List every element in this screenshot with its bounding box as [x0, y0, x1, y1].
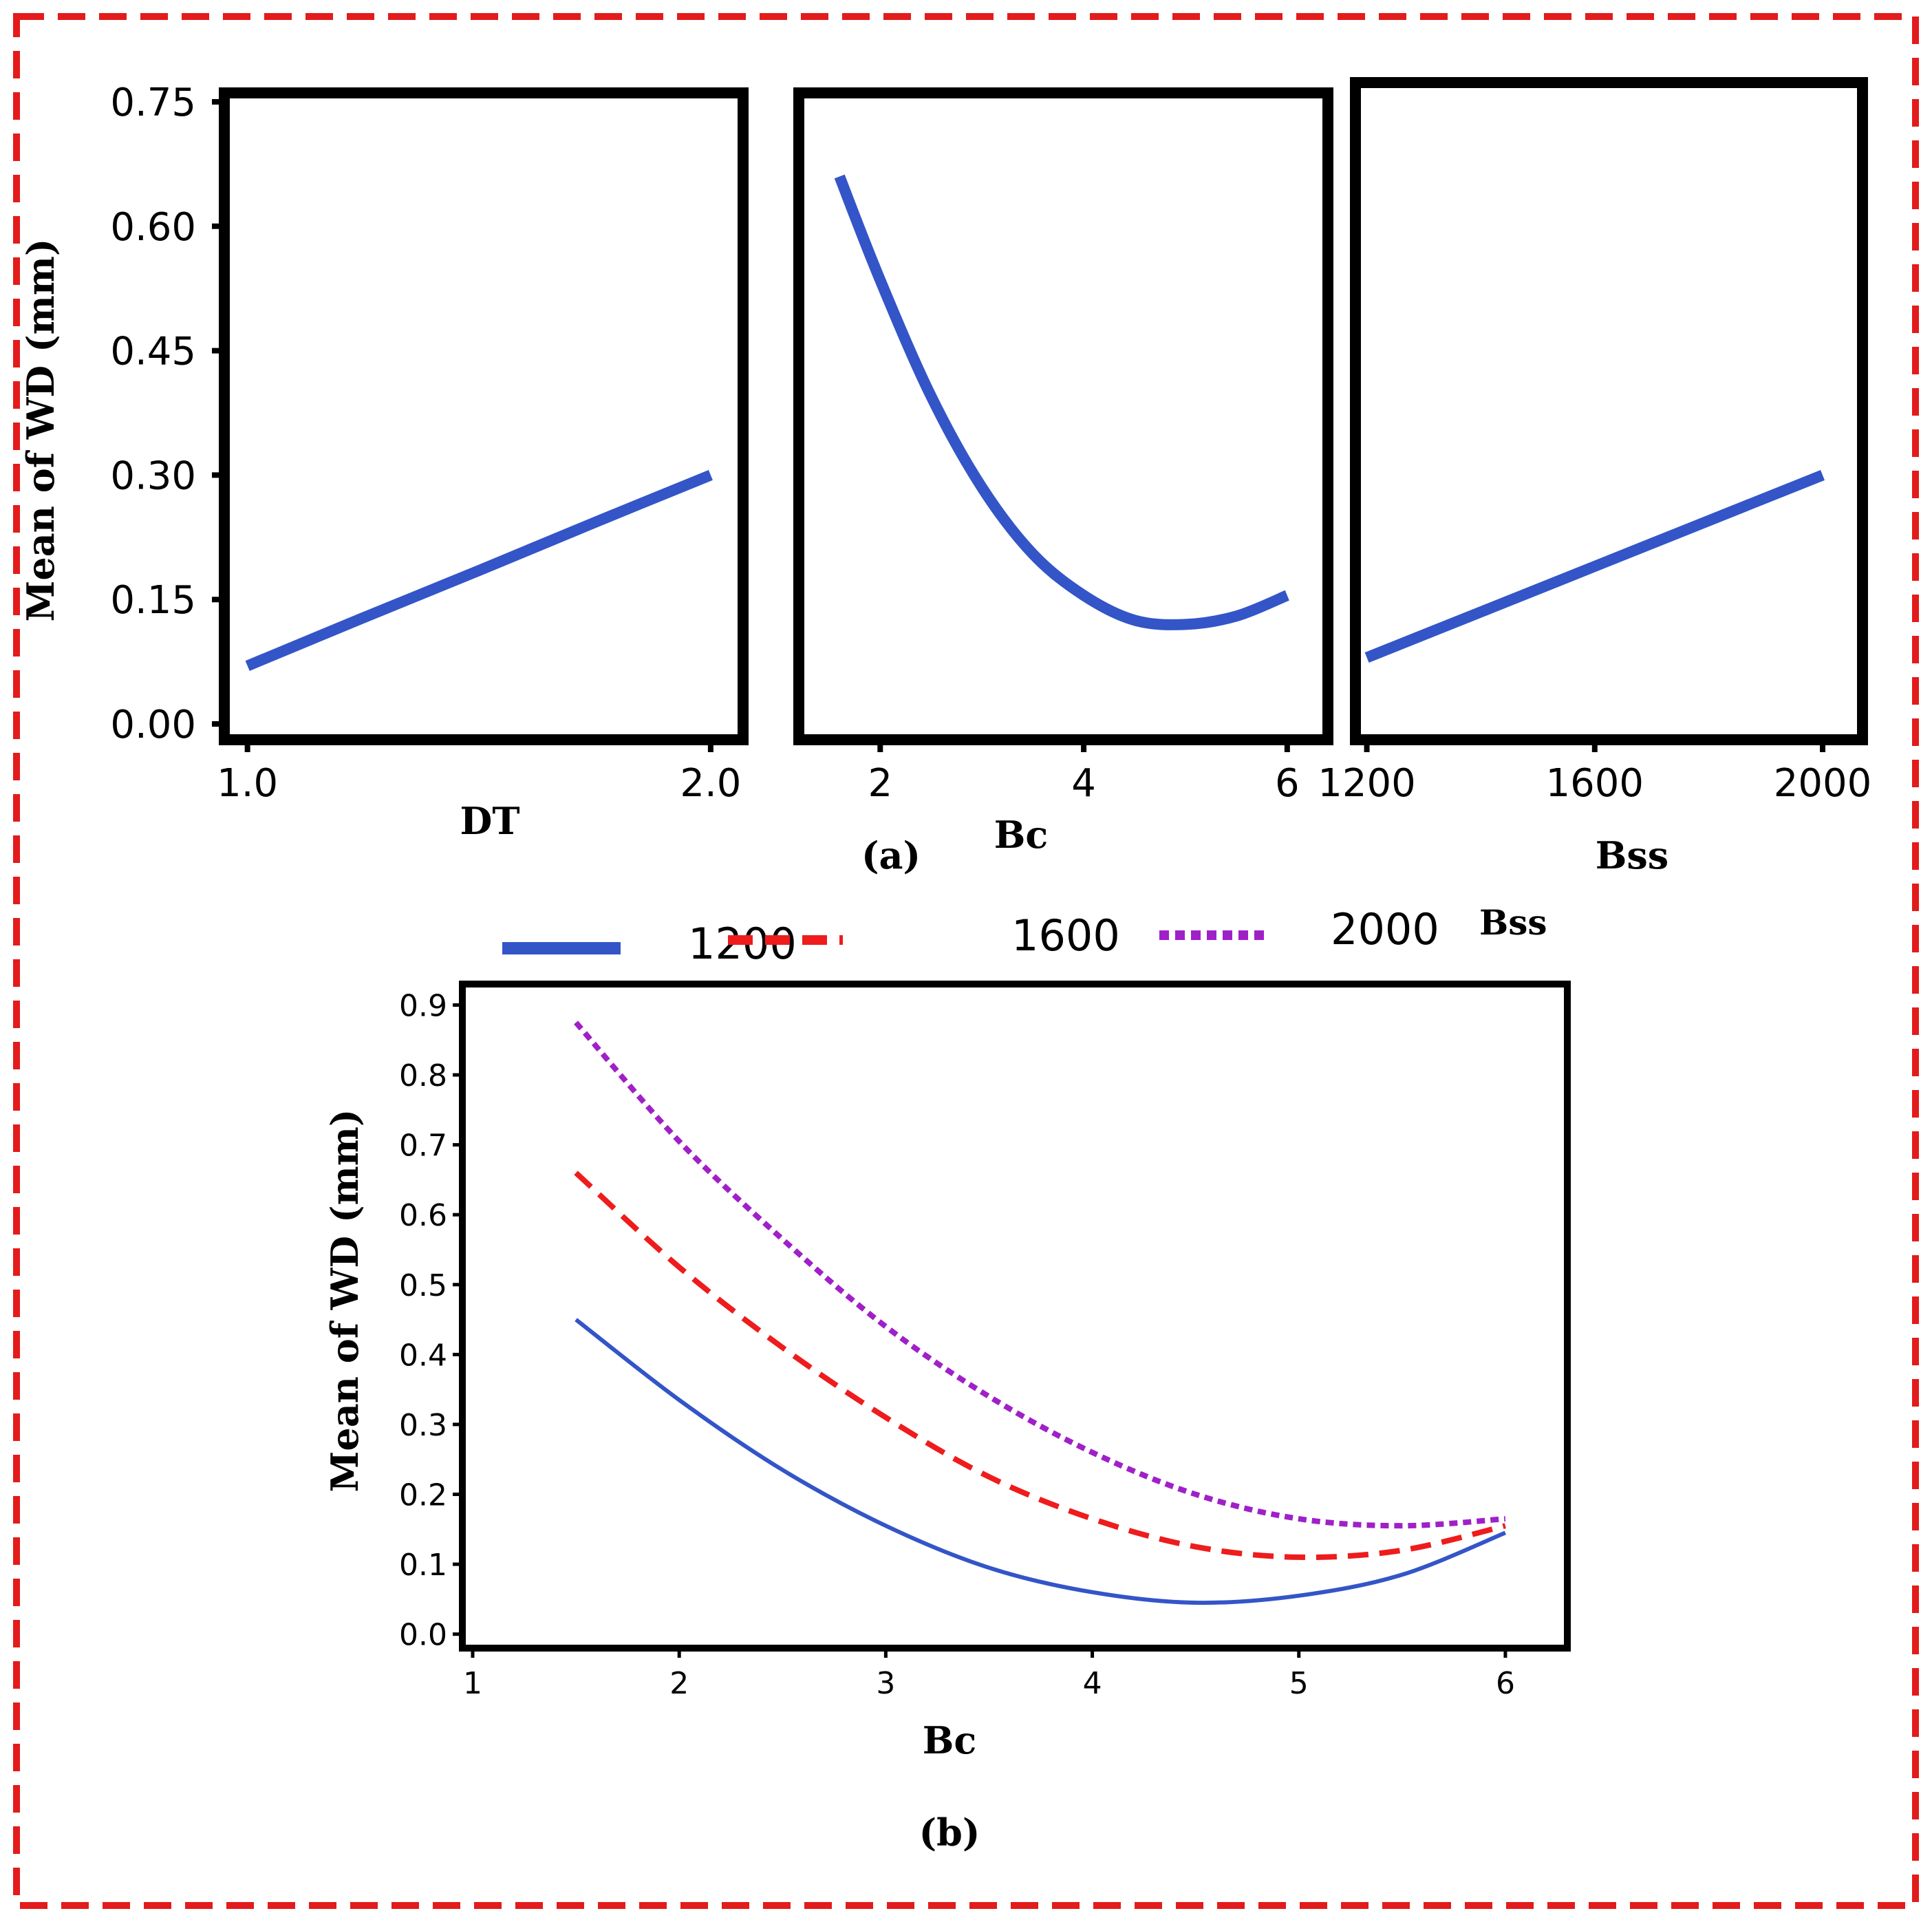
- subplot-dt-line: [245, 469, 713, 671]
- panel-a-y-tick-label: 0.15: [110, 578, 196, 623]
- x-tick-label: 2000: [1774, 761, 1872, 806]
- legend: 1200 1600 2000 Bss: [502, 902, 1547, 969]
- subplot-dt-frame: [219, 87, 749, 745]
- panel-b-y-tick-label: 0.5: [399, 1268, 447, 1303]
- series-line-2000: [574, 1021, 1506, 1529]
- subplot-dt: 1.0 2.0 DT: [217, 87, 749, 843]
- panel-b-x-axis-label: Bc: [923, 1718, 977, 1762]
- subplot-bc-line: [834, 174, 1289, 630]
- panel-b-y-ticks: 0.9 0.8 0.7 0.6 0.5 0.4 0.3 0.2 0.1 0.0: [399, 988, 462, 1653]
- legend-label-1600: 1600: [1011, 910, 1120, 961]
- x-tick-label: 4: [1071, 761, 1096, 806]
- legend-title: Bss: [1479, 902, 1547, 943]
- subplot-bc-frame: [793, 87, 1333, 745]
- panel-b: 1200 1600 2000 Bss 0.9 0.8 0.7 0.6 0.5 0.4 0.3…: [323, 902, 1571, 1855]
- x-tick-label: 1.0: [217, 761, 278, 806]
- panel-a-y-tick-label: 0.60: [110, 205, 196, 250]
- panel-a: Mean of WD (mm) 0.75 0.60 0.45 0.30 0.15 0.00…: [19, 77, 1871, 877]
- panel-b-y-tick-label: 0.0: [399, 1618, 447, 1653]
- panel-a-caption: (a): [861, 833, 921, 877]
- panel-b-y-tick-label: 0.6: [399, 1198, 447, 1233]
- main-effect-line: [834, 174, 1289, 630]
- subplot-bss-line: [1364, 469, 1825, 663]
- panel-a-y-tick-label: 0.75: [110, 81, 196, 125]
- subplot-dt-x-ticks: 1.0 2.0: [217, 740, 741, 806]
- series-line-1600: [574, 1171, 1506, 1561]
- subplot-bc-x-ticks: 2 4 6: [868, 740, 1300, 806]
- legend-label-2000: 2000: [1331, 904, 1439, 954]
- panel-a-y-tick-label: 0.00: [110, 703, 196, 747]
- panel-b-x-ticks: 1 2 3 4 5 6: [463, 1648, 1515, 1701]
- panel-b-x-tick-label: 2: [669, 1666, 689, 1701]
- subplot-bss-x-ticks: 1200 1600 2000: [1318, 740, 1871, 806]
- outer-dashed-frame: [13, 13, 1919, 1909]
- x-tick-label: 1200: [1318, 761, 1416, 806]
- panel-b-y-tick-label: 0.9: [399, 988, 447, 1023]
- panel-b-y-tick-label: 0.1: [399, 1548, 447, 1583]
- panel-b-y-tick-label: 0.3: [399, 1408, 447, 1443]
- x-tick-label: 1600: [1546, 761, 1644, 806]
- panel-b-x-tick-label: 4: [1083, 1666, 1102, 1701]
- main-effect-line: [1364, 469, 1825, 663]
- subplot-bss-x-label: Bss: [1596, 833, 1668, 877]
- subplot-dt-x-label: DT: [460, 799, 519, 843]
- panel-b-y-axis-label: Mean of WD (mm): [323, 1109, 367, 1493]
- panel-b-y-tick-label: 0.2: [399, 1478, 447, 1513]
- panel-b-x-tick-label: 5: [1289, 1666, 1309, 1701]
- main-effect-line: [245, 469, 713, 671]
- panel-b-series: [574, 1021, 1507, 1605]
- series-line-1200: [575, 1318, 1507, 1605]
- subplot-bc: 2 4 6 Bc: [793, 87, 1333, 857]
- subplot-bss-frame: [1350, 77, 1868, 745]
- panel-b-x-tick-label: 1: [463, 1666, 482, 1701]
- panel-b-y-tick-label: 0.7: [399, 1129, 447, 1164]
- panel-b-x-tick-label: 3: [876, 1666, 895, 1701]
- panel-b-caption: (b): [919, 1811, 980, 1855]
- subplot-bc-x-label: Bc: [994, 813, 1049, 857]
- panel-b-y-tick-label: 0.4: [399, 1338, 447, 1373]
- panel-a-y-tick-label: 0.30: [110, 453, 196, 498]
- x-tick-label: 2.0: [680, 761, 741, 806]
- panel-b-frame: [459, 981, 1571, 1652]
- panel-a-y-tick-label: 0.45: [110, 330, 196, 374]
- x-tick-label: 2: [868, 761, 892, 806]
- panel-a-y-axis: 0.75 0.60 0.45 0.30 0.15 0.00: [110, 81, 224, 747]
- x-tick-label: 6: [1275, 761, 1300, 806]
- panel-b-y-tick-label: 0.8: [399, 1058, 447, 1093]
- panel-a-y-axis-label: Mean of WD (mm): [19, 239, 63, 622]
- panel-b-x-tick-label: 6: [1496, 1666, 1515, 1701]
- subplot-bss: 1200 1600 2000 Bss: [1318, 77, 1871, 877]
